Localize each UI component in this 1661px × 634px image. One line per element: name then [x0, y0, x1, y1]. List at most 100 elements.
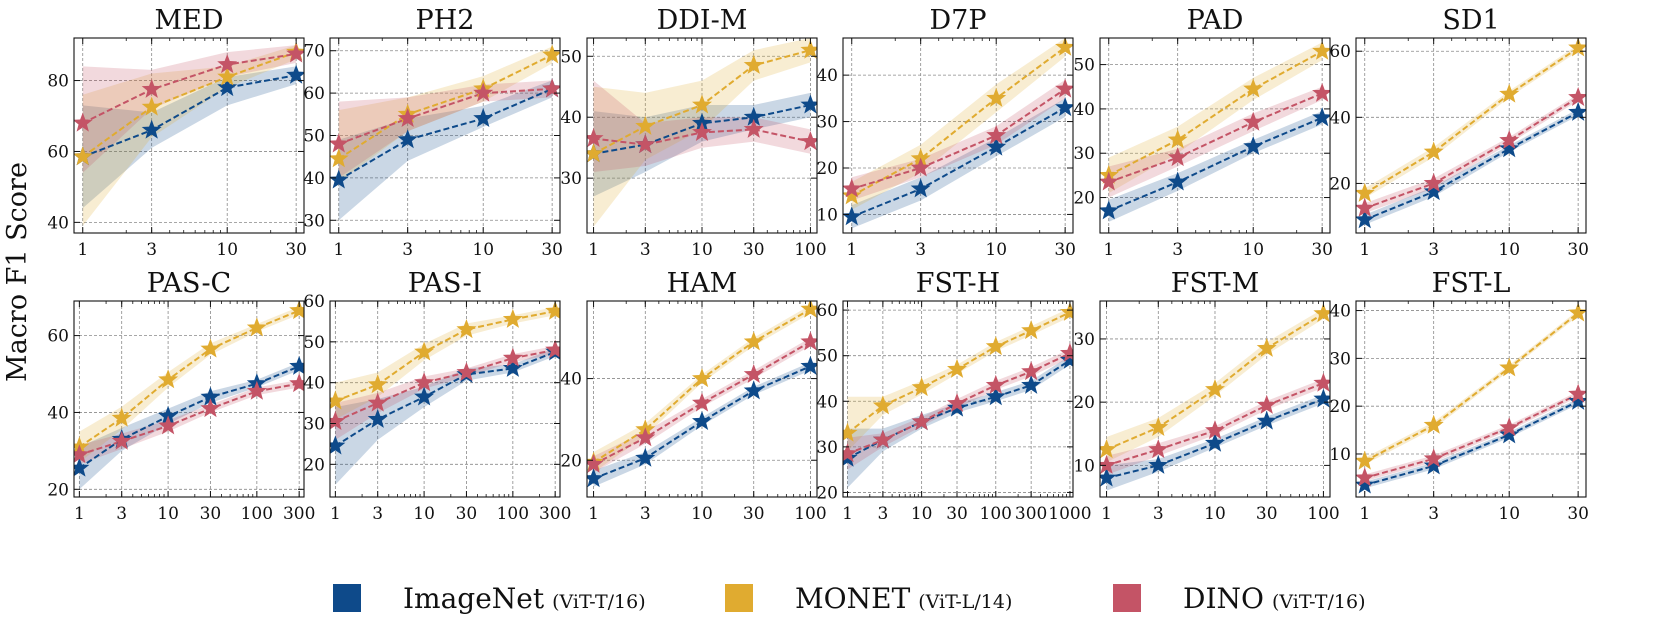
y-tick-label: 30 — [1329, 349, 1351, 369]
panels: MED 1 3 10 30 40 60 80 PH2 1 3 10 30 30 40 50 60 70 DDI-M 1… — [47, 5, 1589, 524]
line-imagenet — [1108, 116, 1323, 212]
point-monet — [985, 336, 1006, 356]
x-tick-label: 10 — [985, 240, 1007, 260]
panel-title: FST-H — [916, 268, 1000, 299]
point-imagenet — [200, 386, 221, 406]
band-dino — [1108, 86, 1323, 198]
x-tick-label: 1 — [588, 504, 599, 524]
axes-frame — [329, 300, 561, 498]
point-monet — [111, 407, 132, 427]
x-tick-label: 1000 — [1048, 504, 1091, 524]
legend-label-monet: MONET (ViT-L/14) — [795, 582, 1012, 615]
panel-pas-i: PAS-I 1 3 10 30 100 300 20 30 40 50 60 — [303, 268, 571, 524]
point-imagenet — [800, 355, 817, 375]
x-tick-label: 10 — [691, 240, 713, 260]
point-dino — [692, 121, 712, 141]
y-tick-label: 20 — [1329, 397, 1351, 417]
point-dino — [1499, 129, 1520, 149]
point-monet — [1205, 379, 1225, 399]
point-imagenet — [1423, 181, 1444, 201]
point-dino — [800, 331, 817, 351]
plot-area — [330, 301, 560, 485]
band-dino — [1364, 94, 1579, 214]
x-tick-label: 100 — [241, 504, 273, 524]
point-monet — [1423, 414, 1444, 434]
x-tick-label: 3 — [402, 240, 413, 260]
panel-title: MED — [154, 5, 223, 36]
line-monet — [82, 51, 297, 158]
x-tick-label: 3 — [1153, 504, 1164, 524]
band-dino — [1364, 391, 1579, 482]
minor-ticks — [1138, 301, 1319, 497]
x-tick-label: 30 — [1054, 240, 1076, 260]
x-tick-label: 300 — [1015, 504, 1047, 524]
y-tick-label: 40 — [303, 374, 325, 394]
point-dino — [1100, 171, 1119, 191]
line-dino — [593, 340, 811, 466]
point-imagenet — [743, 380, 764, 400]
point-monet — [635, 115, 656, 135]
point-imagenet — [635, 447, 656, 467]
point-monet — [1312, 40, 1330, 60]
point-imagenet — [1167, 171, 1188, 191]
point-imagenet — [1021, 374, 1042, 394]
x-tick-label: 1 — [333, 240, 344, 260]
y-tick-label: 10 — [816, 205, 838, 225]
point-dino — [986, 125, 1007, 144]
line-monet — [1364, 47, 1579, 195]
point-monet — [1568, 38, 1586, 57]
x-tick-label: 3 — [640, 240, 651, 260]
point-monet — [330, 390, 346, 410]
x-tick-label: 1 — [1359, 504, 1370, 524]
y-tick-label: 40 — [303, 169, 325, 189]
x-tick-label: 3 — [877, 504, 888, 524]
point-dino — [473, 82, 494, 102]
point-dino — [1021, 361, 1042, 381]
point-imagenet — [141, 119, 162, 139]
point-dino — [1568, 383, 1586, 403]
x-tick-label: 1 — [846, 240, 857, 260]
line-dino — [1364, 393, 1579, 479]
point-monet — [141, 96, 162, 116]
point-monet — [1423, 141, 1444, 161]
y-tick-label: 20 — [816, 483, 838, 503]
line-imagenet — [1364, 111, 1579, 221]
y-tick-label: 10 — [1329, 445, 1351, 465]
point-monet — [743, 331, 764, 351]
point-imagenet — [397, 129, 418, 149]
y-axis-label: Macro F1 Score — [2, 162, 33, 382]
point-monet — [743, 54, 764, 74]
y-tick-label: 30 — [303, 415, 325, 435]
x-tick-label: 30 — [1311, 240, 1333, 260]
gridlines — [1356, 38, 1586, 233]
panel-sd1: SD1 1 3 10 30 20 40 60 — [1329, 5, 1589, 260]
point-monet — [330, 148, 349, 168]
point-imagenet — [910, 178, 931, 198]
y-tick-label: 40 — [1329, 108, 1351, 128]
point-dino — [367, 392, 388, 412]
point-monet — [1148, 416, 1169, 436]
point-monet — [217, 66, 238, 86]
x-tick-label: 3 — [1428, 504, 1439, 524]
point-monet — [692, 94, 712, 114]
point-imagenet — [1499, 138, 1520, 158]
panel-d7p: D7P 1 3 10 30 10 20 30 40 — [816, 5, 1076, 260]
point-dino — [947, 393, 967, 413]
band-dino — [82, 45, 297, 173]
point-monet — [692, 368, 712, 388]
point-dino — [985, 374, 1006, 394]
x-tick-label: 1 — [74, 504, 85, 524]
point-monet — [1568, 302, 1586, 322]
line-dino — [1108, 92, 1323, 183]
x-tick-label: 10 — [1242, 240, 1264, 260]
plot-area — [74, 41, 304, 226]
point-imagenet — [286, 64, 304, 84]
point-imagenet — [587, 468, 604, 488]
point-dino — [1312, 82, 1330, 102]
point-imagenet — [414, 386, 435, 406]
line-dino — [334, 349, 556, 423]
x-tick-label: 10 — [413, 504, 435, 524]
band-dino — [335, 345, 556, 440]
point-imagenet — [1356, 209, 1375, 229]
